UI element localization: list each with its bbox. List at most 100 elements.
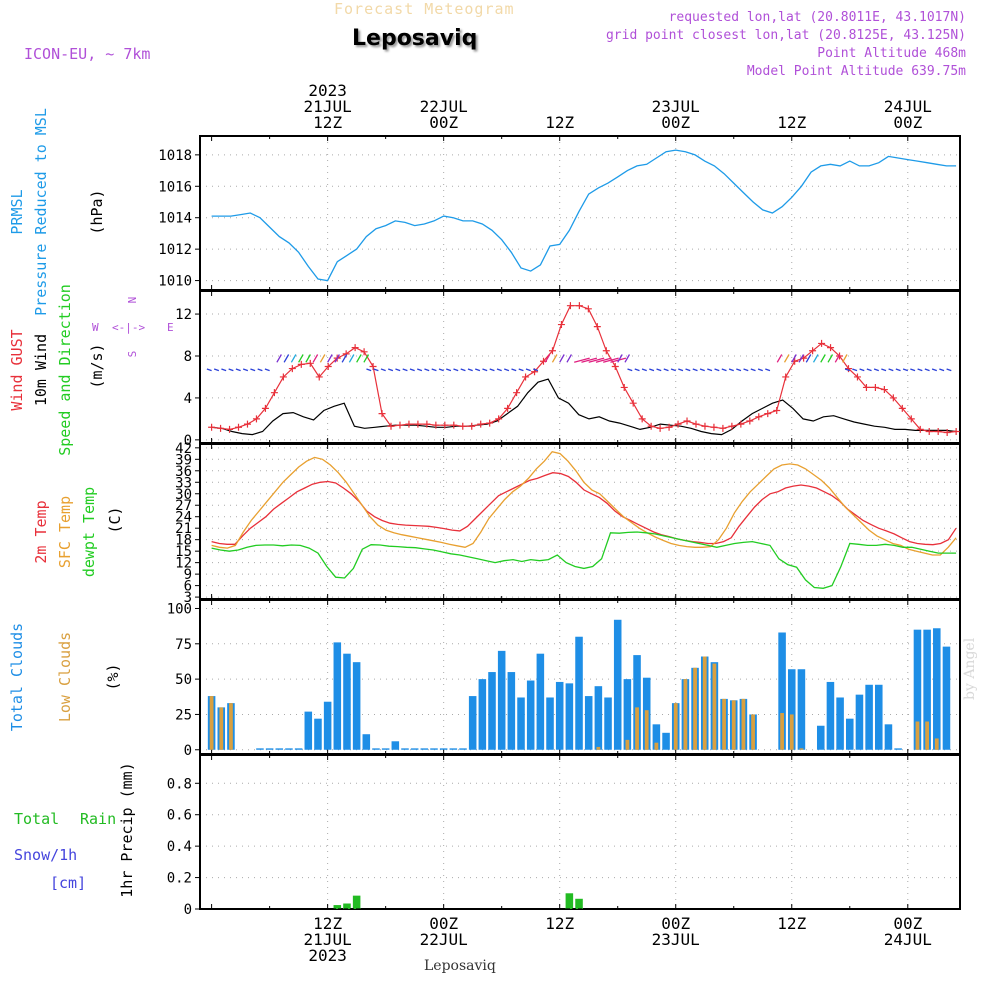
wind-gust-line	[211, 305, 957, 434]
wind-direction-arrow	[812, 354, 819, 363]
cloud-total-bar	[604, 697, 612, 750]
wind-direction-arrow	[242, 368, 249, 372]
y-tick-label: 9	[184, 567, 192, 583]
wind-direction-arrow	[366, 368, 372, 372]
gust-marker	[782, 373, 790, 381]
wind-direction-arrow	[699, 368, 705, 372]
wind-direction-arrow	[250, 368, 256, 372]
wind-direction-arrow	[511, 368, 517, 372]
gust-marker	[710, 423, 718, 431]
cloud-total-bar	[933, 628, 941, 750]
wind-direction-arrow	[489, 368, 495, 372]
y-tick-label: 39	[175, 452, 192, 468]
cloud-total-bar	[372, 748, 380, 750]
cloud-total-bar	[517, 697, 525, 750]
gust-marker	[486, 419, 494, 427]
wind-direction-arrow	[387, 368, 394, 372]
gust-marker	[270, 389, 278, 397]
cloud-total-bar	[575, 636, 583, 750]
wind-direction-arrow	[283, 354, 290, 363]
gust-marker	[943, 429, 951, 437]
wind-direction-arrow	[395, 368, 401, 372]
wind-direction-arrow	[475, 368, 481, 372]
wind-direction-arrow	[533, 368, 539, 372]
gust-marker	[611, 362, 619, 370]
wind-gust-label: Wind GUST	[8, 329, 26, 410]
wind-direction-arrow	[902, 368, 909, 372]
dewpt-line	[211, 531, 957, 589]
gust-marker	[889, 394, 897, 402]
cloud-low-bar	[693, 667, 697, 750]
y-tick-label: 0	[184, 902, 192, 918]
gust-marker	[683, 417, 691, 425]
wind-direction-arrow	[334, 354, 340, 363]
cloud-low-bar	[219, 707, 224, 750]
y-tick-label: 42	[175, 441, 192, 457]
cloud-low-bar	[799, 748, 804, 750]
point-altitude: Point Altitude 468m	[817, 46, 966, 61]
wind-direction-arrow	[844, 368, 850, 372]
gust-marker	[638, 415, 646, 423]
pressure-line	[211, 149, 957, 282]
gust-marker	[522, 373, 530, 381]
cloud-total-bar	[352, 662, 361, 750]
wind-direction-arrow	[873, 368, 880, 372]
gust-marker	[432, 421, 440, 429]
gust-marker	[217, 424, 225, 432]
y-tick-label: 0.8	[167, 776, 192, 792]
cloud-total-bar	[333, 642, 342, 750]
cloud-total-bar	[420, 748, 429, 750]
wind-direction-arrow	[551, 354, 558, 363]
cloud-total-bar	[314, 718, 322, 750]
gust-marker	[423, 420, 431, 428]
gust-marker	[728, 422, 736, 430]
wind-direction-arrow	[649, 368, 655, 372]
cloud-total-bar	[439, 748, 448, 750]
wind-direction-arrow	[634, 368, 640, 372]
wind-direction-arrow	[298, 354, 304, 363]
cloud-total-bar	[613, 619, 622, 750]
cloud-low-bar	[751, 714, 755, 750]
wind-direction-arrow	[765, 368, 771, 372]
pressure-unit: (hPa)	[88, 189, 106, 234]
prmsl-label: PRMSL	[8, 189, 26, 234]
gust-marker	[557, 321, 565, 329]
gust-marker	[360, 348, 368, 356]
wind-direction-arrow	[866, 368, 872, 372]
wind-direction-arrow	[895, 368, 901, 372]
gust-marker	[844, 365, 852, 373]
gust-marker	[414, 420, 422, 428]
wind-direction-arrow	[881, 368, 887, 372]
cloud-total-bar	[430, 748, 438, 750]
gust-marker	[405, 420, 413, 428]
cloud-total-bar	[401, 748, 409, 750]
gust-marker	[477, 420, 485, 428]
compass-e: E	[167, 321, 174, 334]
panel-frame	[199, 135, 961, 291]
time-label-bottom: 22JUL	[420, 930, 468, 949]
precip-bar	[333, 905, 342, 909]
wind-direction-arrow	[685, 368, 691, 372]
wind-unit: (m/s)	[88, 343, 106, 388]
gust-marker	[315, 373, 323, 381]
cloud-low-bar	[702, 656, 707, 750]
y-tick-label: 3	[184, 590, 192, 606]
wind-direction-arrow	[276, 354, 282, 363]
wind-direction-arrow	[467, 368, 473, 372]
gust-marker	[620, 383, 628, 391]
gust-marker	[566, 302, 574, 310]
cloud-low-bar	[722, 698, 726, 750]
y-tick-label: 1018	[158, 148, 192, 164]
y-tick-label: 33	[175, 475, 192, 491]
cloud-total-bar	[555, 681, 564, 750]
cloud-total-bar	[633, 655, 641, 750]
wind-direction-arrow	[931, 368, 938, 372]
cloud-total-bar	[565, 683, 574, 750]
credit-watermark: by Angel	[962, 637, 978, 700]
cloud-low-bar	[780, 713, 784, 750]
cloud-total-bar	[546, 697, 554, 750]
y-tick-label: 30	[175, 487, 192, 503]
gust-marker	[737, 420, 745, 428]
gust-marker	[719, 424, 727, 432]
